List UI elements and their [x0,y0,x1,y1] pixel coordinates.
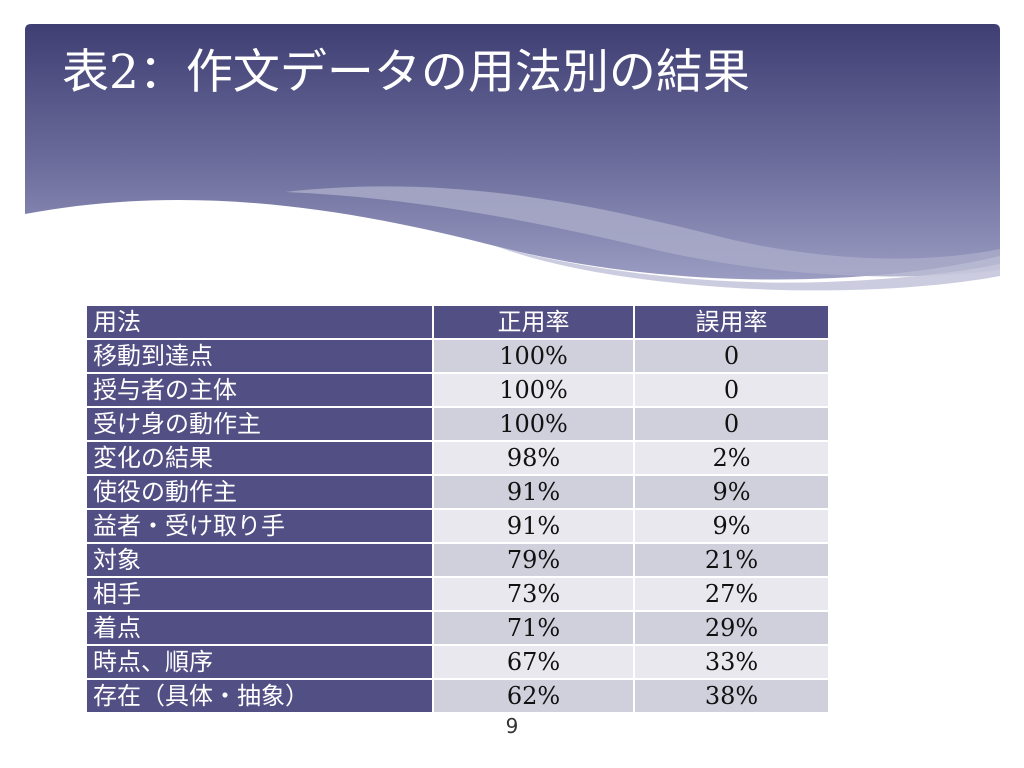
correct-rate-cell: 79% [432,542,635,578]
error-rate-cell: 0 [633,372,830,408]
table-row: 使役の動作主 91% 9% [85,474,830,510]
table-row: 相手 73% 27% [85,576,830,612]
correct-rate-cell: 73% [432,576,635,612]
usage-cell: 変化の結果 [85,440,434,476]
table-row: 移動到達点 100% 0 [85,338,830,374]
title-banner [25,24,1000,294]
table-header-row: 用法 正用率 誤用率 [85,304,830,340]
correct-rate-cell: 71% [432,610,635,646]
correct-rate-cell: 98% [432,440,635,476]
error-rate-cell: 9% [633,508,830,544]
table-row: 時点、順序 67% 33% [85,644,830,680]
usage-cell: 存在（具体・抽象） [85,678,434,714]
usage-results-table: 用法 正用率 誤用率 移動到達点 100% 0 授与者の主体 100% 0 受け身の動作主 1… [85,304,830,714]
table-row: 授与者の主体 100% 0 [85,372,830,408]
usage-cell: 対象 [85,542,434,578]
usage-cell: 使役の動作主 [85,474,434,510]
usage-cell: 授与者の主体 [85,372,434,408]
usage-cell: 時点、順序 [85,644,434,680]
correct-rate-cell: 91% [432,508,635,544]
slide-title: 表2：作文データの用法別の結果 [62,45,750,100]
usage-cell: 益者・受け取り手 [85,508,434,544]
error-rate-cell: 29% [633,610,830,646]
table-row: 益者・受け取り手 91% 9% [85,508,830,544]
error-rate-cell: 0 [633,406,830,442]
usage-cell: 移動到達点 [85,338,434,374]
table-row: 対象 79% 21% [85,542,830,578]
error-rate-cell: 21% [633,542,830,578]
error-rate-cell: 33% [633,644,830,680]
table-row: 変化の結果 98% 2% [85,440,830,476]
usage-cell: 相手 [85,576,434,612]
error-rate-cell: 27% [633,576,830,612]
correct-rate-cell: 62% [432,678,635,714]
header-correct-rate: 正用率 [432,304,635,340]
table-row: 受け身の動作主 100% 0 [85,406,830,442]
correct-rate-cell: 91% [432,474,635,510]
header-error-rate: 誤用率 [633,304,830,340]
correct-rate-cell: 100% [432,406,635,442]
correct-rate-cell: 100% [432,338,635,374]
usage-cell: 着点 [85,610,434,646]
correct-rate-cell: 67% [432,644,635,680]
error-rate-cell: 9% [633,474,830,510]
header-usage: 用法 [85,304,434,340]
table-row: 着点 71% 29% [85,610,830,646]
error-rate-cell: 0 [633,338,830,374]
wave-decoration [25,24,1000,291]
table-row: 存在（具体・抽象） 62% 38% [85,678,830,714]
error-rate-cell: 38% [633,678,830,714]
page-number: 9 [505,714,519,738]
error-rate-cell: 2% [633,440,830,476]
usage-cell: 受け身の動作主 [85,406,434,442]
correct-rate-cell: 100% [432,372,635,408]
